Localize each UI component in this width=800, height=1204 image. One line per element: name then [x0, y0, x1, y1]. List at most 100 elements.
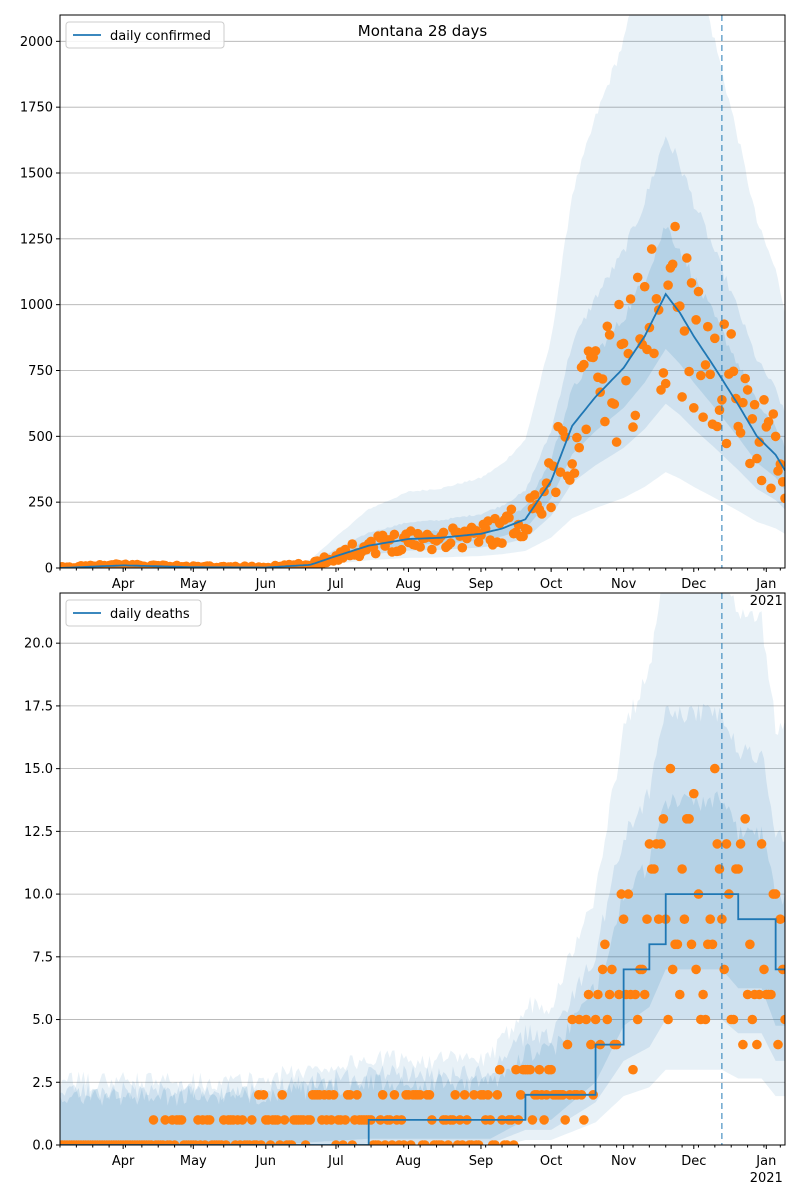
uncertainty-band-2	[60, 703, 785, 1145]
observed-point	[632, 272, 643, 283]
observed-point	[618, 914, 629, 924]
observed-point	[735, 428, 746, 438]
plot-area	[60, 593, 785, 1145]
observed-point	[630, 989, 641, 1000]
observed-point	[738, 1039, 748, 1050]
observed-point	[707, 939, 718, 950]
observed-point	[614, 989, 624, 1000]
axes-frame	[59, 592, 786, 1146]
observed-point	[663, 1014, 673, 1025]
observed-point	[473, 1140, 484, 1145]
deaths-panel: 0.0 2.5 5.0 7.5 10.0 12.5 15.0 17.5 20.0 Apr May Ju…	[24, 592, 786, 1186]
observed-point	[352, 1090, 362, 1100]
x-tick-label: Apr	[112, 1154, 135, 1169]
observed-point	[204, 1115, 215, 1125]
observed-point	[721, 839, 732, 849]
observed-point	[775, 914, 785, 924]
observed-point	[703, 321, 713, 332]
observed-point	[735, 839, 746, 849]
x-tick-label: Jun	[255, 1154, 276, 1169]
y-tick-label: 7.5	[32, 950, 53, 965]
observed-point	[497, 538, 507, 548]
observed-point	[705, 914, 715, 924]
observed-point	[572, 432, 582, 443]
observed-point	[534, 1064, 545, 1075]
observed-point	[632, 1014, 643, 1025]
observed-point	[569, 468, 580, 479]
observed-point	[642, 344, 652, 355]
y-tick-label: 20.0	[24, 637, 53, 652]
observed-point	[738, 397, 748, 408]
observed-point	[272, 1115, 283, 1125]
observed-point	[328, 1090, 339, 1100]
observed-point	[621, 375, 631, 386]
observed-point	[445, 538, 456, 548]
observed-point	[389, 1090, 400, 1100]
y-tick-label: 250	[28, 496, 53, 511]
observed-point	[555, 467, 566, 478]
observed-point	[693, 286, 704, 297]
observed-point	[579, 359, 589, 370]
observed-point	[247, 1115, 257, 1125]
observed-point	[602, 321, 613, 332]
observed-point	[639, 989, 650, 1000]
observed-point	[546, 1064, 556, 1075]
observed-point	[689, 788, 699, 799]
observed-point	[530, 490, 540, 500]
y-tick-label: 2.5	[32, 1076, 53, 1091]
observed-point	[396, 544, 407, 555]
observed-point	[565, 475, 575, 485]
observed-point	[754, 989, 765, 1000]
observed-point	[567, 1014, 577, 1025]
observed-point	[726, 329, 736, 339]
observed-point	[256, 1140, 266, 1145]
observed-point	[551, 487, 561, 498]
observed-point	[515, 1090, 526, 1100]
observed-point	[759, 964, 769, 975]
observed-point	[752, 453, 762, 464]
observed-point	[658, 368, 669, 378]
observed-point	[677, 392, 687, 402]
observed-point	[628, 1064, 638, 1075]
y-tick-label: 17.5	[24, 699, 53, 714]
observed-point	[700, 1014, 711, 1025]
observed-point	[780, 493, 785, 504]
chart-title: Montana 28 days	[358, 22, 488, 40]
observed-point	[581, 1014, 591, 1025]
observed-point	[684, 366, 694, 377]
uncertainty-band-1	[60, 593, 785, 1145]
observed-point	[618, 338, 629, 349]
observed-point	[742, 385, 753, 395]
observed-point	[763, 417, 774, 427]
observed-point	[672, 939, 683, 950]
observed-point	[506, 504, 517, 515]
observed-point	[770, 431, 781, 442]
observed-point	[389, 529, 400, 540]
x-tick-label: Sep	[469, 1154, 494, 1169]
observed-point	[682, 253, 692, 263]
observed-point	[646, 244, 657, 254]
observed-point	[459, 1090, 470, 1100]
observed-point	[169, 1140, 180, 1145]
observed-point	[574, 1014, 584, 1025]
observed-point	[522, 524, 533, 535]
observed-point	[754, 437, 765, 447]
x-tick-label: Jan	[755, 577, 776, 592]
observed-point	[494, 1064, 505, 1075]
observed-point	[691, 964, 701, 975]
observed-point	[286, 1140, 297, 1145]
observed-point	[745, 939, 755, 950]
observed-point	[277, 1090, 288, 1100]
observed-point	[347, 539, 358, 549]
observed-point	[747, 1014, 758, 1025]
observed-point	[438, 527, 449, 538]
observed-point	[579, 1115, 589, 1125]
x-tick-label: Jul	[327, 1154, 344, 1169]
observed-point	[656, 839, 666, 849]
observed-point	[679, 914, 690, 924]
observed-point	[705, 369, 715, 380]
observed-point	[710, 333, 720, 344]
observed-point	[780, 1014, 785, 1025]
observed-point	[728, 1014, 739, 1025]
